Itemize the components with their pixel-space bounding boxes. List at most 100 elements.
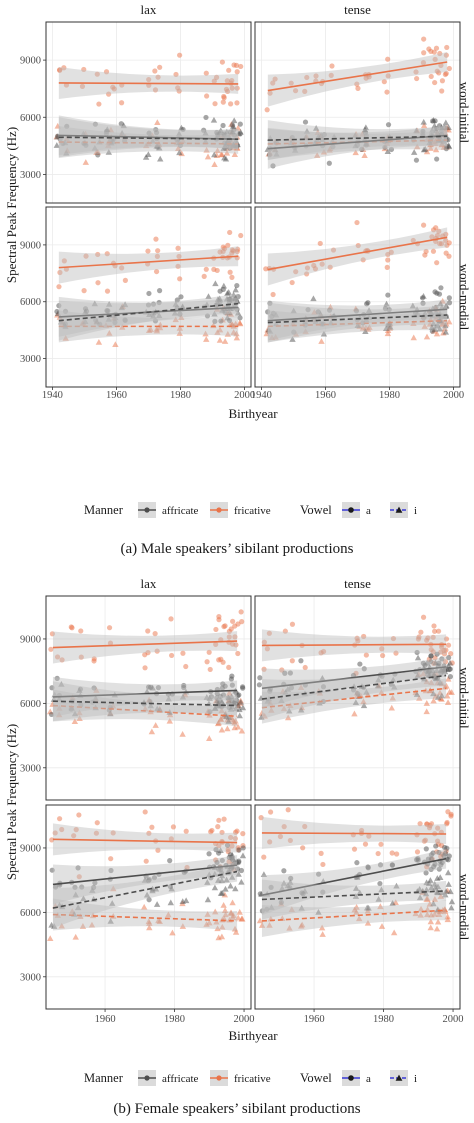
- data-point-fricative-a: [152, 87, 159, 93]
- data-point-fricative-i: [444, 916, 451, 923]
- data-point-fricative-a: [176, 253, 182, 260]
- panel-tense-word-medial: 1940 1960 1980 2000 word-medial: [251, 206, 472, 401]
- legend-vowel-title: Vowel: [300, 503, 332, 517]
- data-point-fricative-i: [234, 124, 242, 131]
- data-point-fricative-i: [388, 704, 395, 711]
- data-point-affricate-i: [239, 704, 247, 711]
- data-point-fricative-a: [59, 826, 65, 833]
- data-point-fricative-a: [329, 63, 335, 69]
- data-point-fricative-i: [218, 726, 226, 733]
- legend-key-point: [216, 1075, 222, 1081]
- data-point-fricative-a: [366, 833, 372, 839]
- data-point-fricative-a: [384, 89, 390, 95]
- data-point-fricative-i: [412, 910, 419, 917]
- data-point-fricative-a: [430, 248, 437, 254]
- legend-manner-title: Manner: [84, 503, 124, 517]
- data-point-fricative-i: [433, 330, 441, 337]
- data-point-affricate-i: [443, 665, 451, 672]
- data-point-affricate-i: [216, 129, 223, 136]
- data-point-affricate-i: [280, 880, 288, 886]
- data-point-fricative-a: [436, 228, 442, 234]
- data-point-fricative-a: [378, 841, 384, 847]
- data-point-affricate-a: [256, 682, 262, 688]
- data-point-fricative-i: [352, 149, 359, 156]
- data-point-affricate-a: [267, 688, 273, 694]
- confidence-ribbon-fricative-a: [267, 52, 448, 107]
- data-point-fricative-a: [76, 812, 82, 818]
- data-point-fricative-i: [284, 714, 292, 721]
- data-point-affricate-a: [447, 674, 453, 680]
- data-point-affricate-i: [220, 145, 227, 151]
- fit-line-affricate-i: [52, 700, 238, 707]
- y-axis-title: Spectral Peak Frequency (Hz): [4, 127, 19, 283]
- data-point-fricative-a: [428, 73, 434, 80]
- data-point-fricative-i: [444, 913, 451, 920]
- data-point-fricative-i: [433, 925, 441, 932]
- confidence-ribbon-fricative-a: [58, 246, 239, 284]
- data-point-affricate-a: [234, 282, 240, 289]
- data-point-affricate-a: [386, 307, 392, 313]
- legend-vowel-a: a: [366, 505, 371, 517]
- data-point-affricate-i: [236, 706, 243, 713]
- data-point-affricate-i: [91, 300, 98, 307]
- data-point-fricative-a: [69, 625, 75, 631]
- data-point-affricate-i: [432, 127, 440, 134]
- data-point-fricative-a: [203, 70, 209, 76]
- x-tick-label: 1960: [315, 390, 336, 401]
- data-point-fricative-a: [155, 248, 161, 254]
- x-tick-label: 1960: [304, 1014, 325, 1025]
- data-point-fricative-i: [302, 328, 309, 334]
- data-point-fricative-i: [413, 143, 421, 150]
- data-point-fricative-i: [318, 338, 325, 344]
- legend-manner-fricative: fricative: [234, 505, 271, 517]
- confidence-ribbon-affricate-a: [267, 125, 448, 169]
- data-point-affricate-i: [107, 917, 114, 924]
- x-tick-label: 1940: [42, 390, 63, 401]
- fit-line-fricative-a: [52, 838, 238, 844]
- data-point-fricative-i: [423, 708, 430, 715]
- data-point-fricative-a: [229, 85, 235, 91]
- data-point-fricative-a: [360, 257, 366, 263]
- data-point-affricate-i: [428, 884, 435, 891]
- data-point-affricate-i: [218, 698, 226, 705]
- fit-line-affricate-a: [267, 308, 448, 322]
- data-point-fricative-i: [318, 924, 326, 931]
- data-point-affricate-a: [237, 121, 243, 127]
- data-point-fricative-i: [226, 689, 233, 696]
- data-point-affricate-a: [326, 307, 333, 313]
- data-point-affricate-a: [178, 294, 184, 300]
- data-point-affricate-i: [427, 877, 434, 883]
- data-point-affricate-i: [278, 885, 286, 891]
- data-point-affricate-i: [272, 146, 279, 153]
- fit-line-affricate-i: [58, 302, 239, 322]
- data-point-fricative-i: [88, 921, 96, 928]
- data-point-affricate-i: [146, 311, 153, 317]
- data-point-affricate-a: [287, 670, 293, 676]
- data-point-fricative-a: [213, 626, 219, 633]
- data-point-affricate-i: [149, 684, 156, 691]
- data-point-affricate-a: [439, 656, 445, 662]
- legend: Manner affricate fricative Vowel a i: [84, 1070, 417, 1086]
- data-point-affricate-i: [145, 151, 152, 157]
- data-point-fricative-a: [433, 225, 439, 231]
- data-point-affricate-i: [436, 325, 443, 332]
- fit-line-affricate-a: [52, 689, 238, 698]
- data-point-fricative-i: [82, 159, 89, 165]
- data-point-fricative-i: [203, 146, 210, 153]
- data-point-fricative-i: [280, 705, 288, 712]
- data-point-fricative-a: [54, 654, 61, 660]
- data-point-fricative-a: [155, 74, 161, 80]
- data-point-fricative-a: [204, 93, 210, 99]
- data-point-fricative-a: [281, 824, 287, 830]
- data-point-affricate-a: [79, 884, 85, 890]
- data-point-affricate-i: [433, 675, 440, 681]
- data-point-fricative-i: [297, 684, 305, 691]
- data-point-affricate-i: [80, 895, 87, 902]
- data-point-fricative-a: [431, 49, 437, 55]
- data-point-fricative-a: [279, 667, 285, 673]
- data-point-fricative-a: [439, 241, 445, 247]
- data-point-fricative-a: [225, 242, 231, 248]
- data-point-affricate-a: [236, 692, 242, 698]
- data-point-fricative-i: [146, 920, 153, 926]
- data-point-fricative-a: [413, 69, 419, 75]
